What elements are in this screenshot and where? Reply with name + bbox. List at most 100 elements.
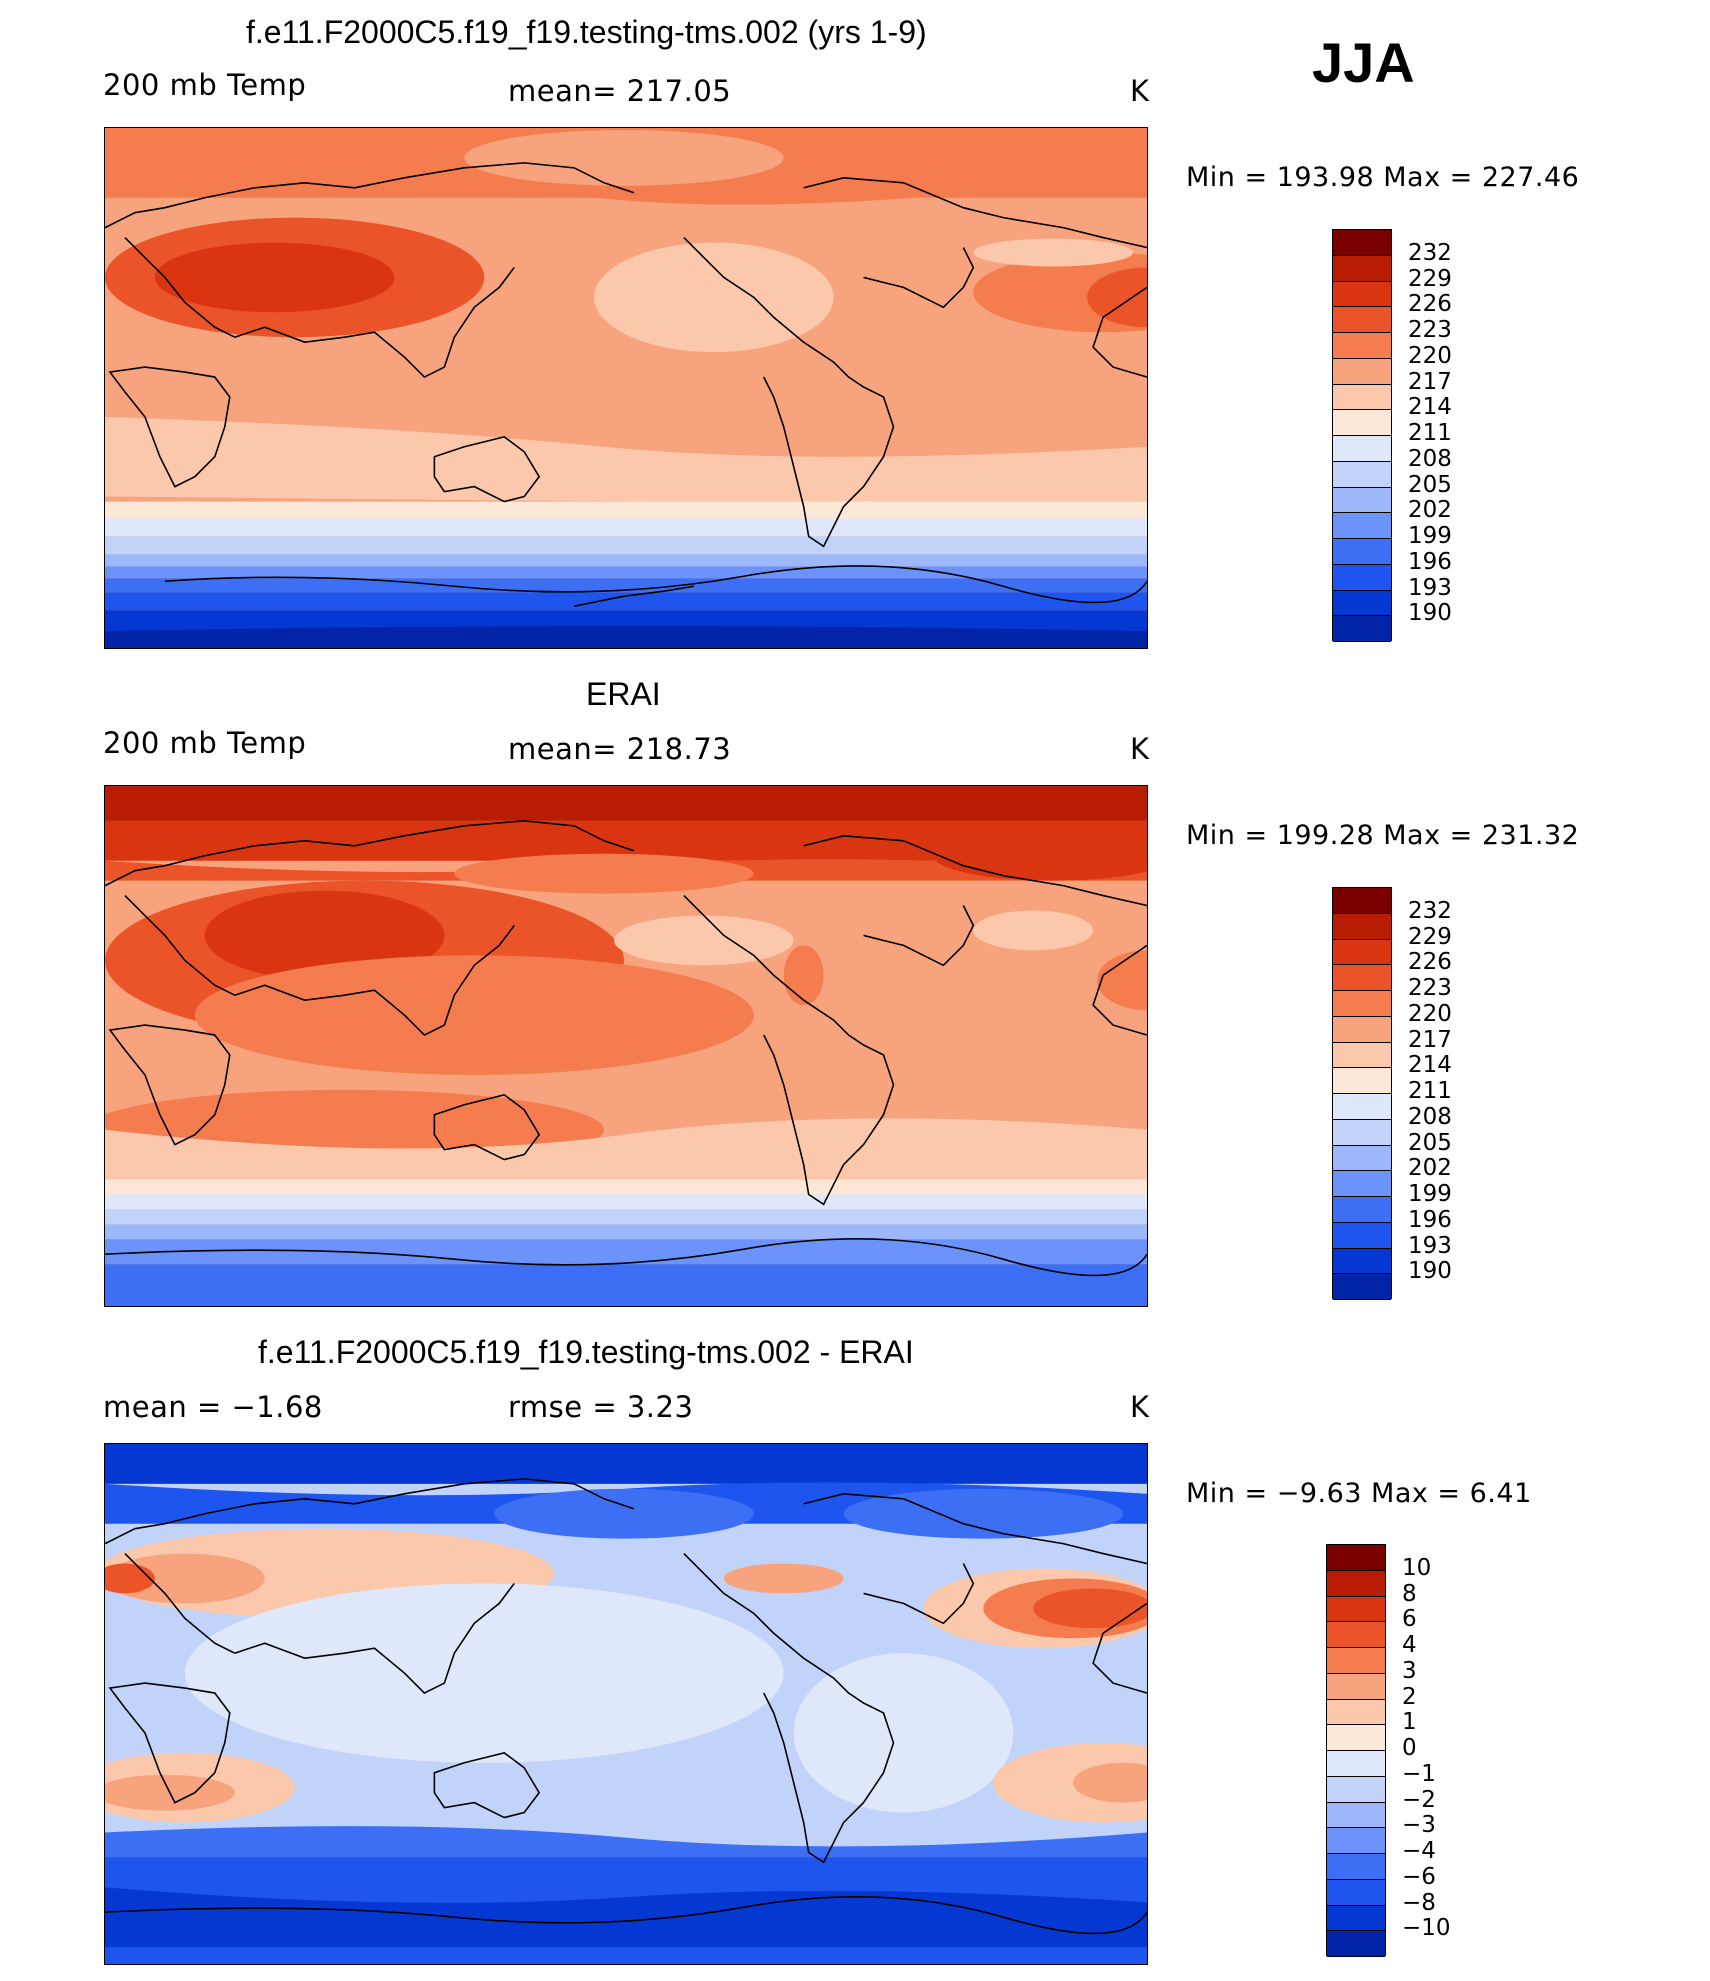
colorbar-cell	[1327, 1776, 1385, 1803]
colorbar-label: 199	[1408, 1181, 1452, 1207]
colorbar-cell	[1333, 1197, 1391, 1223]
panel-3-min-max: Min = −9.63 Max = 6.41	[1186, 1478, 1532, 1509]
colorbar-label: 190	[1408, 600, 1452, 627]
colorbar-label: −1	[1402, 1760, 1436, 1787]
panel-3-map	[104, 1443, 1148, 1965]
colorbar-label: 8	[1402, 1580, 1417, 1607]
colorbar-cell	[1333, 307, 1391, 333]
colorbar-label: 4	[1402, 1632, 1417, 1658]
colorbar-label: 2	[1402, 1683, 1417, 1710]
colorbar-label: 196	[1408, 548, 1452, 575]
panel-1-map	[104, 127, 1148, 649]
colorbar-label: 196	[1408, 1206, 1452, 1233]
colorbar-label: 202	[1408, 497, 1452, 524]
colorbar-label: 211	[1408, 420, 1452, 446]
colorbar-cell	[1333, 590, 1391, 617]
colorbar-cell	[1327, 1931, 1385, 1957]
colorbar-label: 208	[1408, 445, 1452, 472]
colorbar-label: 220	[1408, 1000, 1452, 1027]
colorbar-label: 6	[1402, 1606, 1417, 1633]
colorbar-label: 214	[1408, 1052, 1452, 1079]
panel-2-colorbar	[1332, 887, 1392, 1300]
colorbar-label: −10	[1402, 1915, 1451, 1942]
colorbar-label: 223	[1408, 317, 1452, 343]
colorbar-cell	[1333, 1222, 1391, 1249]
colorbar-cell	[1333, 539, 1391, 565]
colorbar-cell	[1333, 564, 1391, 591]
colorbar-cell	[1333, 487, 1391, 514]
colorbar-cell	[1333, 1042, 1391, 1069]
colorbar-label: 226	[1408, 291, 1452, 318]
colorbar-label: 226	[1408, 949, 1452, 976]
season-label: JJA	[1312, 31, 1415, 94]
colorbar-cell	[1333, 939, 1391, 966]
colorbar-label: 229	[1408, 265, 1452, 292]
colorbar-cell	[1333, 358, 1391, 385]
colorbar-label: 220	[1408, 342, 1452, 369]
colorbar-cell	[1327, 1622, 1385, 1648]
colorbar-label: 10	[1402, 1554, 1432, 1581]
colorbar-cell	[1333, 281, 1391, 308]
colorbar-cell	[1333, 888, 1391, 914]
colorbar-label: 232	[1408, 897, 1452, 924]
colorbar-cell	[1327, 1725, 1385, 1751]
colorbar-cell	[1327, 1854, 1385, 1880]
colorbar-label: −2	[1402, 1786, 1436, 1813]
colorbar-cell	[1333, 991, 1391, 1017]
panel-2-title: ERAI	[586, 676, 661, 712]
colorbar-cell	[1327, 1673, 1385, 1700]
colorbar-label: 208	[1408, 1103, 1452, 1130]
panel-2-map	[104, 785, 1148, 1307]
colorbar-label: 217	[1408, 368, 1452, 395]
colorbar-cell	[1333, 1068, 1391, 1094]
colorbar-label: 229	[1408, 923, 1452, 950]
panel-2-mean-label: mean= 218.73	[508, 732, 732, 766]
panel-1-mean-label: mean= 217.05	[508, 74, 732, 108]
colorbar-cell	[1333, 616, 1391, 642]
colorbar-label: 211	[1408, 1078, 1452, 1104]
colorbar-cell	[1333, 913, 1391, 940]
colorbar-label: 193	[1408, 1232, 1452, 1259]
colorbar-cell	[1327, 1596, 1385, 1623]
colorbar-label: 205	[1408, 471, 1452, 498]
colorbar-cell	[1327, 1570, 1385, 1597]
colorbar-cell	[1333, 1248, 1391, 1275]
colorbar-label: −6	[1402, 1863, 1436, 1890]
panel-3-rmse-label: rmse = 3.23	[508, 1390, 694, 1424]
colorbar-cell	[1333, 230, 1391, 256]
colorbar-cell	[1327, 1879, 1385, 1906]
colorbar-cell	[1327, 1828, 1385, 1854]
colorbar-label: −3	[1402, 1812, 1436, 1839]
panel-3-title: f.e11.F2000C5.f19_f19.testing-tms.002 - …	[258, 1334, 914, 1370]
panel-3-units-label: K	[1130, 1390, 1150, 1424]
colorbar-cell	[1333, 410, 1391, 436]
colorbar-cell	[1333, 461, 1391, 488]
colorbar-cell	[1333, 333, 1391, 359]
panel-2-min-max: Min = 199.28 Max = 231.32	[1186, 820, 1580, 851]
colorbar-label: 217	[1408, 1026, 1452, 1053]
colorbar-cell	[1333, 1094, 1391, 1120]
colorbar-label: −4	[1402, 1838, 1436, 1864]
colorbar-label: 190	[1408, 1258, 1452, 1285]
colorbar-cell	[1333, 513, 1391, 539]
colorbar-label: 202	[1408, 1155, 1452, 1182]
panel-2-variable-label: 200 mb Temp	[103, 726, 307, 760]
colorbar-label: 193	[1408, 574, 1452, 601]
colorbar-cell	[1327, 1751, 1385, 1777]
colorbar-cell	[1333, 1171, 1391, 1197]
colorbar-label: 205	[1408, 1129, 1452, 1156]
colorbar-label: 0	[1402, 1735, 1417, 1761]
colorbar-label: 223	[1408, 975, 1452, 1001]
colorbar-cell	[1333, 1145, 1391, 1172]
panel-2-units-label: K	[1130, 732, 1150, 766]
colorbar-cell	[1327, 1699, 1385, 1726]
colorbar-cell	[1333, 965, 1391, 991]
panel-3-mean-label: mean = −1.68	[103, 1390, 323, 1424]
colorbar-cell	[1333, 1119, 1391, 1146]
colorbar-cell	[1327, 1802, 1385, 1829]
colorbar-cell	[1327, 1905, 1385, 1932]
panel-1-min-max: Min = 193.98 Max = 227.46	[1186, 162, 1580, 193]
panel-1-units-label: K	[1130, 74, 1150, 108]
colorbar-cell	[1333, 1016, 1391, 1043]
panel-3-colorbar	[1326, 1544, 1386, 1957]
